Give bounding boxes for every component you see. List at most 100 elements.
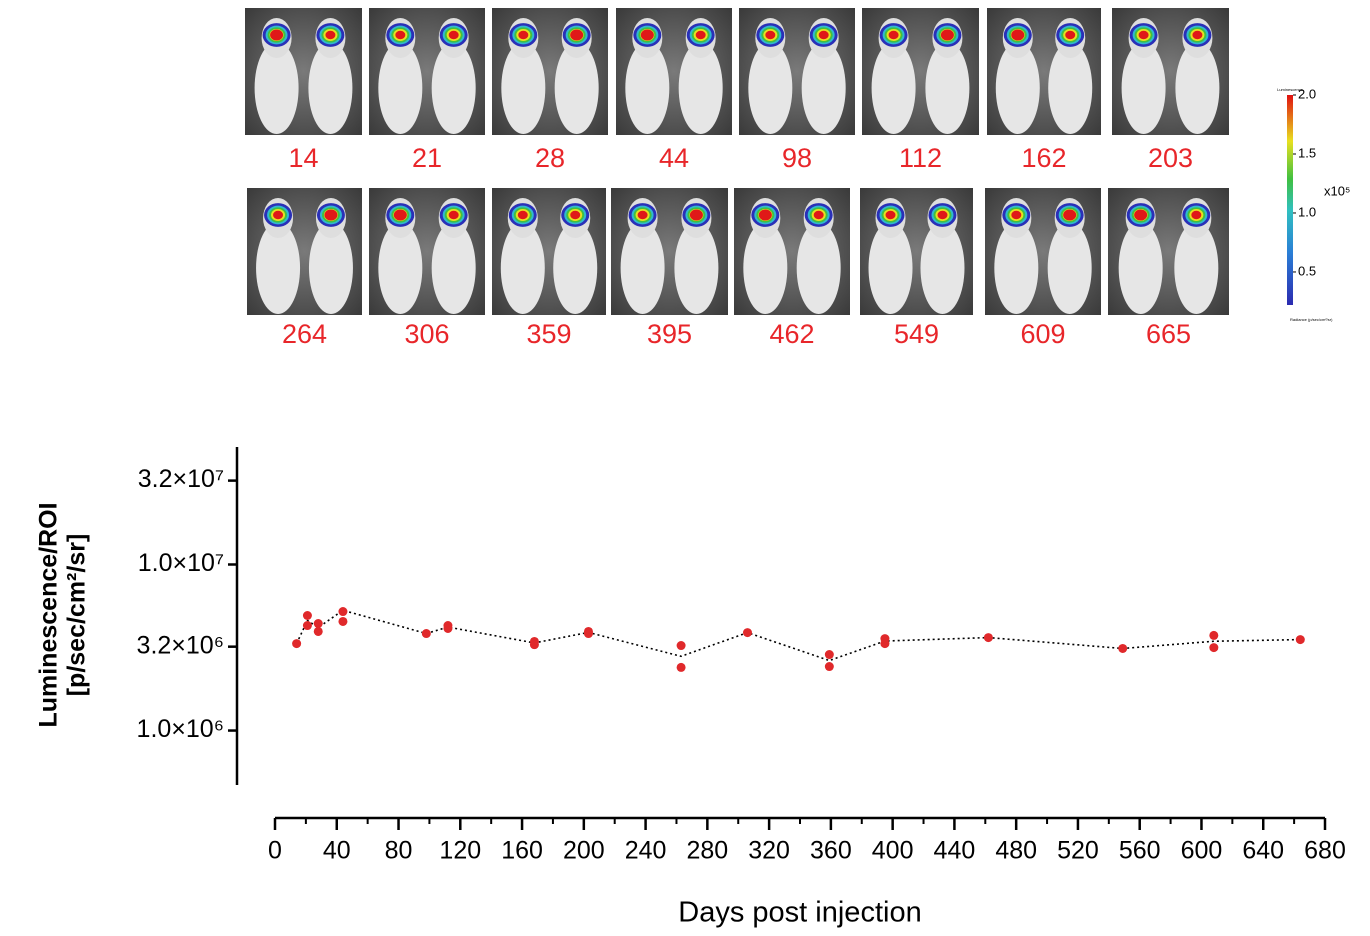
- mouse-image: [492, 8, 608, 135]
- data-point: [676, 662, 686, 672]
- mouse-image: [1108, 188, 1229, 315]
- heat-spot: [273, 210, 284, 220]
- day-label: 112: [899, 143, 942, 173]
- heat-spot: [570, 29, 584, 41]
- data-point: [1295, 635, 1305, 645]
- day-label: 203: [1148, 143, 1193, 173]
- heat-spot: [940, 29, 954, 41]
- heat-spot: [689, 209, 703, 221]
- colorbar-unit: x10⁵: [1324, 183, 1350, 198]
- heat-spot: [758, 209, 772, 221]
- mouse-images: 14 21 28 44 98 112 162 203 264 306 359 395 462 549 609…: [245, 8, 1229, 349]
- heat-spot: [765, 30, 776, 40]
- colorbar-tick-label: 1.5: [1298, 145, 1316, 160]
- x-tick-label: 440: [934, 837, 976, 865]
- mouse-body: [1048, 42, 1093, 134]
- heat-spot: [937, 210, 948, 220]
- day-label: 462: [769, 319, 814, 349]
- mouse-body: [994, 222, 1039, 314]
- colorbar-gradient: [1287, 95, 1293, 305]
- x-tick-label: 40: [323, 837, 351, 865]
- mouse-body: [995, 42, 1040, 134]
- x-tick-label: 80: [385, 837, 413, 865]
- y-tick-label: 1.0×10⁶: [137, 715, 224, 743]
- mouse-body: [501, 42, 546, 134]
- mouse-body: [868, 222, 913, 314]
- heat-spot: [325, 30, 336, 40]
- data-point: [302, 610, 312, 620]
- day-label: 549: [894, 319, 939, 349]
- mouse-body: [431, 222, 476, 314]
- data-point: [1209, 643, 1219, 653]
- mouse-body: [308, 222, 353, 314]
- heat-spot: [1134, 209, 1148, 221]
- mouse-body: [674, 222, 719, 314]
- day-label: 264: [282, 319, 327, 349]
- heat-spot: [640, 29, 654, 41]
- mouse-body: [553, 222, 598, 314]
- mouse-image: [860, 188, 973, 315]
- heat-spot: [1192, 30, 1203, 40]
- heat-spot: [395, 30, 406, 40]
- mouse-image: [616, 8, 732, 135]
- x-tick-label: 120: [439, 837, 481, 865]
- x-tick-label: 240: [625, 837, 667, 865]
- heat-spot: [885, 210, 896, 220]
- data-point: [443, 623, 453, 633]
- mouse-image: [985, 188, 1101, 315]
- heat-spot: [393, 209, 407, 221]
- heat-spot: [518, 30, 529, 40]
- heat-spot: [1011, 210, 1022, 220]
- day-label: 28: [535, 143, 565, 173]
- day-label: 665: [1146, 319, 1191, 349]
- heat-spot: [813, 210, 824, 220]
- mouse-body: [378, 42, 423, 134]
- mouse-image: [369, 8, 485, 135]
- mouse-image: [739, 8, 855, 135]
- data-point: [743, 628, 752, 638]
- data-point: [313, 619, 323, 629]
- x-tick-label: 600: [1181, 837, 1223, 865]
- x-tick-label: 320: [748, 837, 790, 865]
- mouse-body: [871, 42, 916, 134]
- mouse-body: [748, 42, 793, 134]
- heat-spot: [1011, 29, 1025, 41]
- y-tick-label: 3.2×10⁷: [138, 465, 224, 493]
- data-point: [880, 639, 890, 649]
- x-tick-label: 480: [995, 837, 1037, 865]
- mouse-image: [734, 188, 850, 315]
- mouse-body: [625, 42, 670, 134]
- mouse-body: [920, 222, 965, 314]
- day-label: 21: [412, 143, 442, 173]
- data-point: [338, 607, 348, 617]
- x-tick-label: 400: [872, 837, 914, 865]
- day-label: 306: [404, 319, 449, 349]
- x-tick-label: 160: [501, 837, 543, 865]
- mouse-body: [801, 42, 846, 134]
- data-point: [338, 616, 348, 626]
- heat-spot: [517, 210, 528, 220]
- data-point: [529, 640, 539, 650]
- mouse-body: [796, 222, 841, 314]
- mouse-body: [678, 42, 723, 134]
- day-label: 395: [647, 319, 692, 349]
- data-point: [983, 633, 993, 643]
- day-label: 609: [1020, 319, 1065, 349]
- mouse-body: [1174, 222, 1219, 314]
- mouse-image: [987, 8, 1101, 135]
- heat-spot: [1063, 209, 1077, 221]
- colorbar-tick-label: 2.0: [1298, 86, 1316, 101]
- data-point: [292, 639, 302, 649]
- heat-spot: [1138, 30, 1149, 40]
- colorbar-title: Luminescence: [1277, 87, 1304, 92]
- heat-spot: [270, 29, 284, 41]
- colorbar-caption: Radiance (p/sec/cm²/sr): [1290, 317, 1333, 322]
- mouse-body: [554, 42, 599, 134]
- colorbar: Luminescence Radiance (p/sec/cm²/sr) x10…: [1277, 86, 1350, 322]
- y-tick-label: 3.2×10⁶: [137, 631, 224, 659]
- day-label: 44: [659, 143, 689, 173]
- y-axis-label: Luminescence/ROI: [35, 502, 63, 727]
- x-axis-label: Days post injection: [678, 897, 921, 929]
- mouse-body: [1047, 222, 1092, 314]
